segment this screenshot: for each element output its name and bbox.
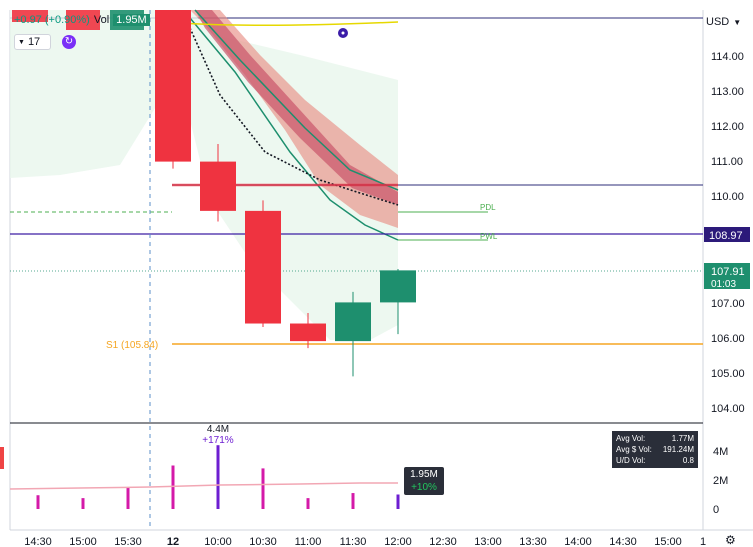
time-tick: 12:30	[429, 536, 457, 546]
stats-row: Avg Vol: 1.77M	[616, 433, 694, 444]
pwl-label: PWL	[480, 232, 498, 241]
ma-line-lower	[189, 17, 399, 241]
price-tick: 110.00	[711, 191, 744, 203]
yellow-curve	[179, 21, 399, 27]
last-price-badge	[704, 263, 750, 289]
partial-candle-2	[66, 10, 100, 30]
stats-label: Avg $ Vol:	[616, 445, 652, 454]
stats-row: U/D Vol: 0.8	[616, 455, 694, 466]
change-value: +0.97 (+0.90%)	[14, 14, 90, 26]
volume-bar[interactable]	[126, 487, 130, 509]
countdown-label: 01:03	[711, 279, 736, 290]
volume-tag-pct: +10%	[411, 482, 437, 493]
candle-body[interactable]	[290, 323, 326, 342]
line-price-label: 108.97	[709, 230, 743, 242]
s1-label: S1 (105.84)	[106, 340, 158, 351]
time-tick: 13:30	[519, 536, 547, 546]
volume-bar[interactable]	[216, 445, 220, 509]
chevron-down-icon: ▼	[733, 17, 742, 27]
price-tick: 106.00	[711, 333, 745, 345]
time-tick: 12:00	[384, 536, 412, 546]
candle-body[interactable]	[335, 302, 371, 342]
time-tick: 15:00	[69, 536, 97, 546]
price-tick: 105.00	[711, 368, 745, 380]
time-tick: 14:00	[564, 536, 592, 546]
volume-tag-value: 1.95M	[410, 469, 438, 480]
volume-tick: 4M	[713, 446, 728, 458]
refresh-icon[interactable]: ↻	[62, 35, 76, 49]
volume-bar[interactable]	[171, 465, 175, 510]
settings-gear-icon[interactable]: ⚙	[725, 533, 736, 547]
vol-label: Vol	[93, 14, 110, 26]
time-tick: 11:30	[340, 536, 367, 546]
volume-group[interactable]	[36, 445, 400, 510]
ma-band-core	[195, 10, 398, 205]
time-tick: 15:30	[114, 536, 142, 546]
partial-candle-1	[12, 10, 48, 22]
volume-annotation-value: 4.4M	[207, 424, 229, 435]
price-tick: 114.00	[711, 51, 744, 63]
volume-bar[interactable]	[396, 494, 400, 510]
event-marker-dot	[341, 31, 345, 35]
price-tick: 112.00	[711, 121, 744, 133]
volume-tick: 2M	[713, 475, 728, 487]
chevron-down-icon: ▼	[18, 38, 25, 46]
volume-bar[interactable]	[306, 498, 310, 509]
last-price-label: 107.91	[711, 266, 745, 278]
candle-body[interactable]	[155, 10, 191, 162]
avg-volume-line	[9, 482, 398, 490]
pdl-label: PDL	[480, 203, 496, 212]
time-tick: 13:00	[474, 536, 502, 546]
currency-label: USD	[706, 16, 730, 28]
time-tick: 14:30	[609, 536, 637, 546]
ma-line-upper	[194, 9, 399, 191]
stats-value: 0.8	[682, 456, 694, 465]
vol-value: 1.95M	[113, 14, 150, 26]
price-tick: 113.00	[711, 86, 744, 98]
time-tick: 10:00	[204, 536, 232, 546]
stats-row: Avg $ Vol: 191.24M	[616, 444, 694, 455]
volume-tag: 1.95M +10%	[404, 467, 444, 495]
time-tick: 14:30	[24, 536, 52, 546]
candle-body[interactable]	[200, 161, 236, 211]
time-tick-day: 12	[167, 536, 179, 546]
volume-bar[interactable]	[36, 495, 40, 509]
volume-stats-panel: Avg Vol: 1.77M Avg $ Vol: 191.24M U/D Vo…	[612, 431, 698, 468]
legend: +0.97 (+0.90%) Vol 1.95M	[14, 14, 150, 26]
price-tick: 111.00	[711, 156, 743, 168]
line-price-badge	[704, 227, 750, 242]
left-indicator-strip	[0, 447, 4, 469]
price-tick: 107.00	[711, 298, 745, 310]
volume-annotation-pct: +171%	[202, 435, 234, 446]
time-tick: 1	[700, 536, 706, 546]
stats-value: 191.24M	[662, 445, 694, 454]
candle-body[interactable]	[380, 270, 416, 303]
time-tick: 11:00	[295, 536, 322, 546]
time-tick: 15:00	[654, 536, 682, 546]
volume-bar[interactable]	[261, 468, 265, 509]
stats-label: Avg Vol:	[616, 434, 646, 443]
stats-value: 1.77M	[671, 434, 694, 443]
currency-selector[interactable]: USD ▼	[706, 14, 746, 30]
volume-bar[interactable]	[81, 498, 85, 509]
vwap-line	[189, 27, 399, 206]
stats-label: U/D Vol:	[616, 456, 646, 465]
price-tick: 104.00	[711, 403, 745, 415]
interval-value: 17	[27, 36, 41, 48]
volume-tick: 0	[713, 504, 719, 516]
candle-body[interactable]	[245, 210, 281, 324]
volume-bar[interactable]	[351, 493, 355, 509]
candles-group[interactable]	[155, 10, 416, 377]
time-tick: 10:30	[249, 536, 277, 546]
interval-selector[interactable]: ▼ 17	[14, 34, 51, 50]
